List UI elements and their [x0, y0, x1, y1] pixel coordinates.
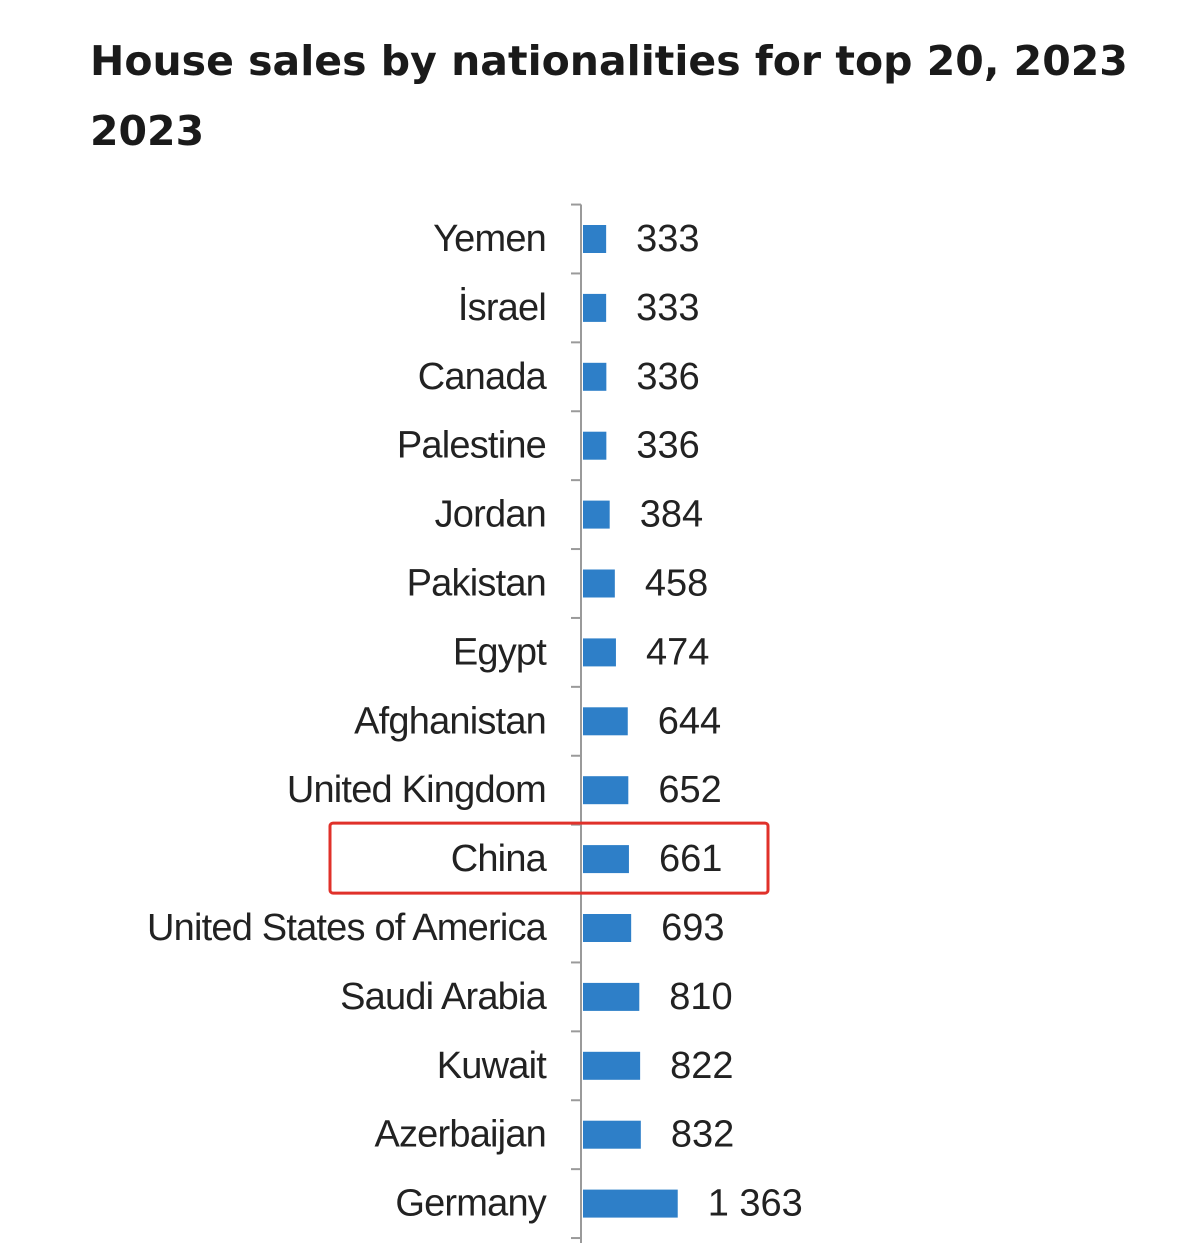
bar-kuwait	[583, 1051, 641, 1080]
category-label: Saudi Arabia	[340, 976, 548, 1018]
category-label: Azerbaijan	[374, 1114, 546, 1156]
category-label: Afghanistan	[354, 700, 546, 742]
value-labels: 333 333 336 336 384 458 474 644 652 661 693 810 822 8…	[636, 218, 803, 1225]
category-label: Germany	[395, 1183, 546, 1225]
bar-egypt	[583, 638, 616, 667]
bar-yemen	[583, 225, 607, 253]
data-label: 458	[645, 563, 708, 605]
category-label: Egypt	[453, 631, 547, 673]
data-label: 336	[636, 356, 699, 398]
data-label: 822	[670, 1045, 733, 1087]
data-label: 810	[669, 976, 732, 1018]
data-label: 693	[661, 907, 724, 949]
category-label: China	[451, 838, 548, 880]
data-label: 832	[671, 1114, 734, 1156]
highlight-layer	[328, 821, 770, 895]
bars-layer	[583, 225, 678, 1218]
bar-germany	[583, 1189, 678, 1218]
category-label: Jordan	[435, 494, 546, 536]
bar-china	[583, 845, 629, 874]
data-label: 384	[640, 494, 703, 536]
category-labels: Yemen İsrael Canada Palestine Jordan Pakistan…	[147, 218, 548, 1225]
bar-palestine	[583, 431, 607, 460]
data-label: 474	[646, 631, 709, 673]
bar-afghanistan	[583, 707, 628, 736]
bar-azerbaijan	[583, 1120, 641, 1149]
bar-saudi-arabia	[583, 982, 640, 1011]
data-label: 652	[658, 769, 721, 811]
bar-pakistan	[583, 569, 615, 598]
bar-united-kingdom	[583, 776, 629, 805]
category-label: Canada	[418, 356, 548, 398]
category-label: Palestine	[397, 425, 546, 467]
data-label: 336	[636, 425, 699, 467]
bar-i-srael	[583, 293, 607, 322]
data-label: 333	[636, 287, 699, 329]
bar-canada	[583, 362, 607, 391]
chart-title: House sales by nationalities for top 20,…	[90, 26, 1170, 166]
category-label: United Kingdom	[287, 769, 546, 811]
data-label: 644	[658, 700, 721, 742]
highlight-box	[328, 821, 770, 895]
data-label: 1 363	[708, 1183, 803, 1225]
chart-title-line-1: House sales by nationalities for top 20,…	[90, 37, 1128, 85]
chart-title-line-2: 2023	[90, 107, 205, 155]
category-label: Pakistan	[407, 563, 546, 605]
data-label: 661	[659, 838, 722, 880]
data-label: 333	[636, 218, 699, 260]
axis-layer	[571, 203, 582, 1243]
category-label: United States of America	[147, 907, 548, 949]
category-label: İsrael	[458, 286, 546, 329]
category-label: Kuwait	[437, 1045, 547, 1087]
bar-united-states-of-america	[583, 914, 632, 942]
bar-jordan	[583, 500, 610, 529]
category-label: Yemen	[433, 218, 546, 260]
